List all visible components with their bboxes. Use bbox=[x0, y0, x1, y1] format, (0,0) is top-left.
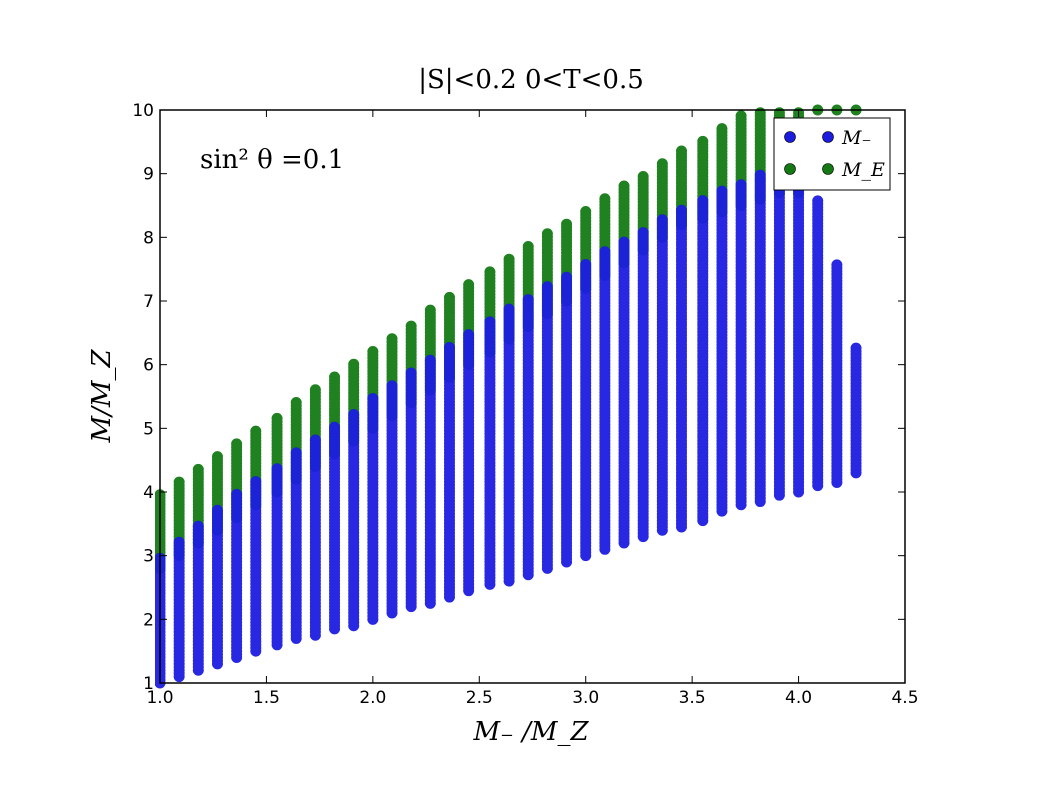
legend-box bbox=[773, 117, 891, 191]
y-tick-label: 10 bbox=[132, 101, 154, 121]
y-tick-label: 6 bbox=[143, 356, 154, 376]
plot-frame bbox=[159, 109, 906, 684]
legend-marker bbox=[784, 131, 796, 143]
plot-marks bbox=[155, 104, 862, 689]
y-tick-label: 2 bbox=[143, 610, 154, 630]
y-tick-label: 3 bbox=[143, 547, 154, 567]
legend-label: M_E bbox=[841, 159, 885, 181]
y-tick-label: 7 bbox=[143, 292, 154, 312]
x-tick-label: 1.0 bbox=[146, 688, 173, 708]
y-tick-label: 1 bbox=[143, 674, 154, 694]
y-tick-label: 5 bbox=[143, 419, 154, 439]
legend-marker bbox=[784, 163, 796, 175]
x-tick-label: 1.5 bbox=[253, 688, 280, 708]
x-tick-label: 2.0 bbox=[359, 688, 386, 708]
legend-marker bbox=[822, 163, 834, 175]
x-axis-label: M₋ /M_Z bbox=[472, 717, 589, 747]
x-tick-label: 4.0 bbox=[785, 688, 812, 708]
y-tick-label: 9 bbox=[143, 165, 154, 185]
x-tick-label: 2.5 bbox=[466, 688, 493, 708]
legend: M₋ M_E bbox=[784, 127, 885, 181]
y-axis-label: M/M_Z bbox=[87, 349, 117, 444]
legend-marker bbox=[822, 131, 834, 143]
x-tick-label: 3.0 bbox=[572, 688, 599, 708]
y-tick-label: 4 bbox=[143, 483, 154, 503]
chart-title: |S|<0.2 0<T<0.5 bbox=[418, 65, 644, 95]
y-tick-label: 8 bbox=[143, 228, 154, 248]
x-tick-label: 4.5 bbox=[891, 688, 918, 708]
annotation: sin² θ =0.1 bbox=[200, 145, 344, 175]
legend-label: M₋ bbox=[841, 127, 871, 149]
x-tick-label: 3.5 bbox=[679, 688, 706, 708]
